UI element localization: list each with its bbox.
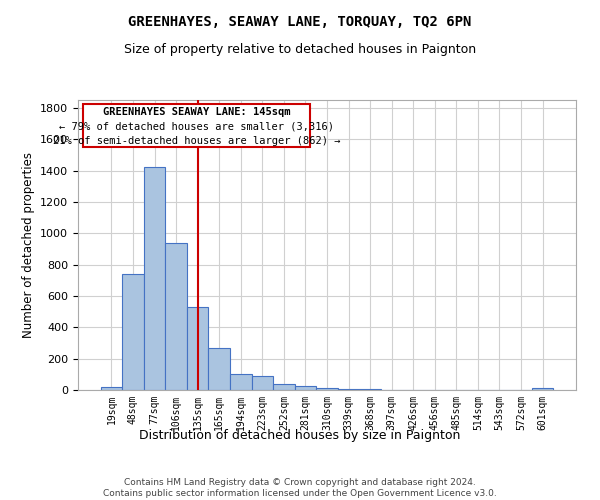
Text: Distribution of detached houses by size in Paignton: Distribution of detached houses by size … bbox=[139, 428, 461, 442]
Bar bbox=[251, 376, 273, 390]
Bar bbox=[359, 389, 381, 390]
Bar bbox=[166, 243, 187, 390]
Bar bbox=[532, 388, 553, 390]
Bar bbox=[122, 274, 144, 390]
Text: Size of property relative to detached houses in Paignton: Size of property relative to detached ho… bbox=[124, 42, 476, 56]
Text: 21% of semi-detached houses are larger (862) →: 21% of semi-detached houses are larger (… bbox=[53, 136, 340, 146]
Bar bbox=[230, 374, 251, 390]
Text: GREENHAYES SEAWAY LANE: 145sqm: GREENHAYES SEAWAY LANE: 145sqm bbox=[103, 107, 290, 117]
Bar bbox=[187, 307, 208, 390]
Bar bbox=[295, 386, 316, 390]
Bar bbox=[273, 384, 295, 390]
Bar bbox=[144, 168, 166, 390]
Bar bbox=[101, 386, 122, 390]
Y-axis label: Number of detached properties: Number of detached properties bbox=[22, 152, 35, 338]
Bar bbox=[316, 388, 338, 390]
Bar bbox=[338, 389, 359, 390]
Text: GREENHAYES, SEAWAY LANE, TORQUAY, TQ2 6PN: GREENHAYES, SEAWAY LANE, TORQUAY, TQ2 6P… bbox=[128, 15, 472, 29]
Text: ← 79% of detached houses are smaller (3,316): ← 79% of detached houses are smaller (3,… bbox=[59, 122, 334, 132]
Bar bbox=[208, 348, 230, 390]
Text: Contains HM Land Registry data © Crown copyright and database right 2024.
Contai: Contains HM Land Registry data © Crown c… bbox=[103, 478, 497, 498]
FancyBboxPatch shape bbox=[83, 104, 310, 147]
